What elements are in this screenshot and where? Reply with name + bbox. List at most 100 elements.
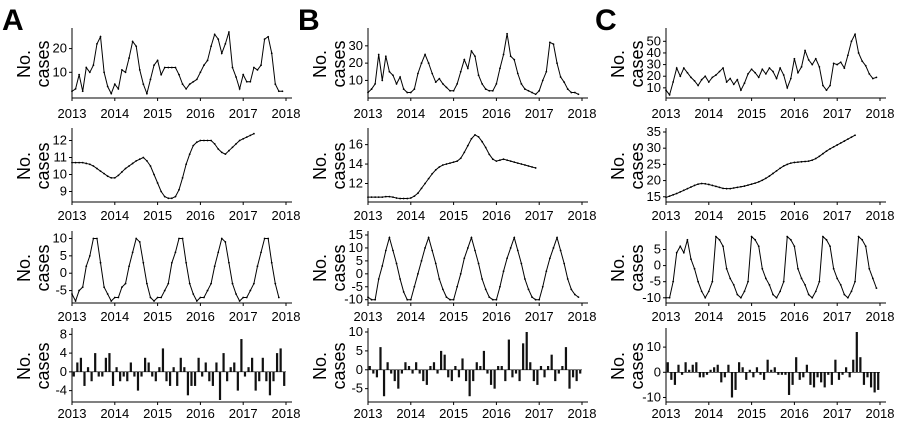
bar-b4-14	[418, 369, 421, 374]
data-point-c3-7	[690, 258, 692, 261]
y-tick-label-c2-3: 30	[647, 140, 661, 155]
x-tick-label-b2-5: 2018	[568, 208, 597, 223]
bar-b4-59	[579, 369, 582, 374]
data-point-a3-37	[203, 296, 205, 299]
bar-c4-41	[812, 372, 816, 388]
bar-b4-42	[518, 369, 521, 382]
bar-a4-40	[215, 362, 218, 372]
data-point-a1-10	[106, 85, 109, 88]
data-point-b3-15	[420, 259, 423, 262]
data-point-a3-57	[274, 282, 277, 285]
y-tick-label-c1-1: 20	[647, 68, 661, 83]
data-point-c3-18	[729, 277, 732, 280]
y-tick-label-b2-1: 14	[349, 156, 363, 171]
bar-b4-8	[397, 369, 400, 389]
data-point-c2-14	[715, 185, 717, 188]
data-point-a1-39	[210, 45, 212, 48]
data-point-c2-16	[722, 187, 724, 190]
bar-b4-34	[489, 369, 493, 385]
x-tick-label-c1-4: 2017	[823, 106, 852, 121]
data-point-a2-3	[81, 161, 84, 164]
x-tick-label-c4-0: 2013	[652, 406, 681, 421]
x-tick-label-a3-4: 2017	[229, 309, 258, 324]
bar-b4-35	[493, 369, 496, 389]
data-point-b3-39	[506, 257, 508, 260]
data-point-b2-34	[488, 153, 491, 156]
data-point-c3-25	[754, 238, 757, 241]
chart-b1: 10 20 30 2013 2014 2015 2016 2017 2018 No.cases	[310, 28, 596, 121]
x-tick-label-b1-4: 2017	[525, 106, 554, 121]
x-tick-label-c1-0: 2013	[652, 106, 681, 121]
data-point-c2-5	[682, 189, 685, 192]
bar-a4-36	[201, 371, 204, 377]
x-tick-label-c4-1: 2014	[694, 406, 723, 421]
bar-a4-44	[229, 367, 232, 372]
data-point-c1-21	[740, 89, 742, 92]
data-point-a2-47	[238, 139, 241, 142]
bar-b4-45	[529, 362, 532, 370]
data-point-a2-39	[210, 139, 212, 142]
data-point-b1-34	[488, 89, 491, 92]
data-point-c1-58	[871, 77, 874, 80]
chart-a2: 9 10 11 12 2013 2014 2015 2016 2017 2018 No.cases	[14, 128, 300, 223]
y-axis-label-c2: No.cases	[608, 142, 647, 189]
data-point-b2-29	[470, 137, 473, 140]
bar-a4-32	[186, 371, 190, 396]
data-point-b2-36	[495, 160, 498, 163]
bar-a4-54	[265, 371, 268, 382]
data-point-b1-58	[573, 91, 576, 94]
bar-b4-46	[532, 369, 535, 382]
data-point-a2-51	[252, 132, 255, 135]
y-tick-label-a4-2: 4	[60, 345, 67, 360]
data-point-c1-16	[722, 67, 724, 69]
data-point-c2-10	[700, 182, 703, 185]
data-point-b2-6	[388, 195, 391, 198]
data-point-a2-17	[131, 162, 134, 165]
data-point-b2-45	[527, 165, 530, 167]
data-point-c3-58	[871, 277, 874, 280]
x-tick-label-c3-3: 2016	[780, 309, 809, 324]
data-point-b1-2	[374, 82, 377, 85]
y-tick-label-c4-0: -10	[642, 389, 661, 404]
data-point-a1-6	[92, 64, 95, 67]
bar-b4-15	[422, 369, 425, 382]
y-tick-label-b4-3: 10	[349, 324, 363, 339]
data-point-a3-27	[167, 282, 170, 285]
data-point-c3-57	[868, 267, 871, 270]
series-line-c1	[665, 32, 877, 96]
data-point-c1-0	[665, 89, 667, 92]
data-point-b1-39	[506, 32, 508, 35]
bar-c4-0	[666, 362, 669, 373]
data-point-a3-45	[231, 282, 234, 285]
data-point-a3-54	[263, 237, 266, 240]
bar-c4-2	[673, 372, 677, 385]
data-point-c1-9	[697, 84, 699, 87]
data-point-c1-57	[868, 72, 871, 75]
data-point-c1-33	[782, 74, 785, 76]
y-axis-label-line1-b2: No.	[310, 152, 330, 180]
data-point-b2-5	[384, 195, 387, 198]
x-tick-label-a4-2: 2015	[143, 406, 172, 421]
bar-b4-20	[440, 350, 443, 370]
bar-a4-29	[176, 371, 179, 386]
bar-a4-46	[236, 371, 239, 391]
bar-c4-20	[738, 362, 741, 373]
data-point-a1-13	[117, 87, 120, 90]
y-axis-label-b2: No.cases	[310, 142, 349, 189]
data-point-c1-40	[807, 59, 810, 61]
data-point-a1-26	[163, 66, 166, 69]
data-point-b2-33	[484, 146, 487, 149]
data-point-c1-23	[747, 72, 749, 75]
data-point-a2-32	[185, 163, 188, 166]
x-tick-label-c4-3: 2016	[780, 406, 809, 421]
bar-a4-3	[83, 371, 86, 386]
data-point-a3-51	[252, 282, 255, 285]
bar-b4-33	[486, 369, 489, 374]
data-point-c2-8	[693, 184, 696, 187]
x-tick-label-a4-3: 2016	[186, 406, 215, 421]
bar-a4-34	[193, 371, 197, 386]
data-point-b3-19	[434, 262, 437, 265]
bar-c4-6	[688, 369, 691, 373]
data-point-a3-3	[81, 286, 84, 289]
bar-a4-11	[111, 371, 115, 386]
